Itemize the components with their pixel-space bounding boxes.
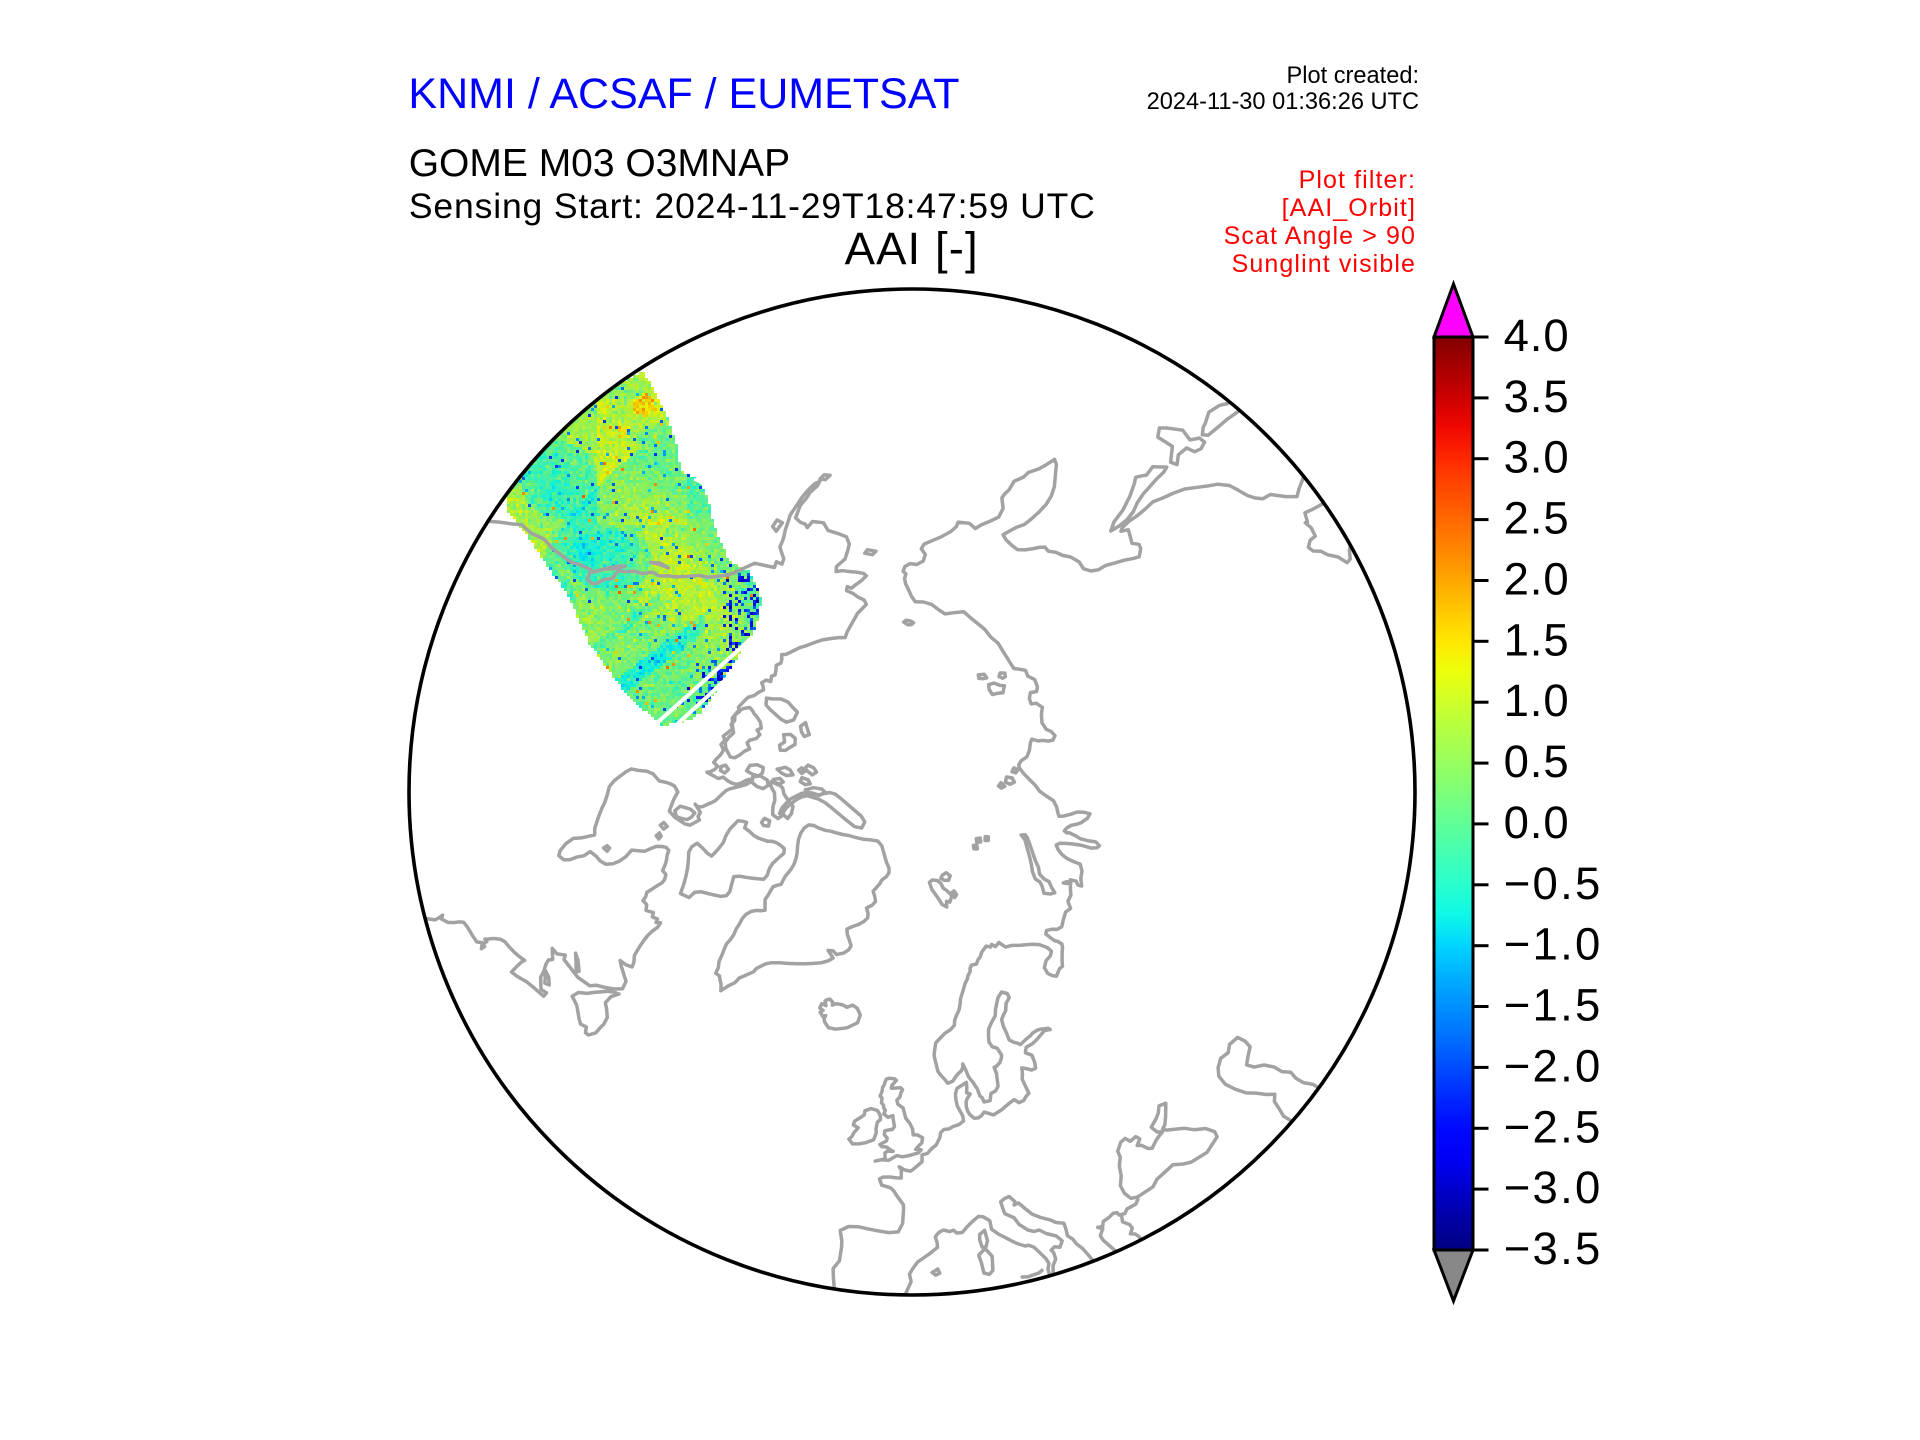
svg-text:0.0: 0.0 [1504, 797, 1570, 848]
svg-text:−3.0: −3.0 [1504, 1162, 1603, 1213]
svg-text:0.5: 0.5 [1504, 736, 1570, 787]
svg-text:3.5: 3.5 [1504, 371, 1570, 422]
svg-text:−2.0: −2.0 [1504, 1040, 1603, 1091]
svg-text:1.5: 1.5 [1504, 614, 1570, 665]
svg-text:1.0: 1.0 [1504, 675, 1570, 726]
svg-text:−0.5: −0.5 [1504, 858, 1603, 909]
svg-text:2.5: 2.5 [1504, 493, 1570, 544]
svg-text:−3.5: −3.5 [1504, 1223, 1603, 1274]
svg-text:−1.5: −1.5 [1504, 980, 1603, 1031]
svg-text:4.0: 4.0 [1504, 310, 1570, 361]
svg-text:2.0: 2.0 [1504, 554, 1570, 605]
svg-text:−2.5: −2.5 [1504, 1101, 1603, 1152]
svg-text:−1.0: −1.0 [1504, 919, 1603, 970]
svg-text:3.0: 3.0 [1504, 432, 1570, 483]
